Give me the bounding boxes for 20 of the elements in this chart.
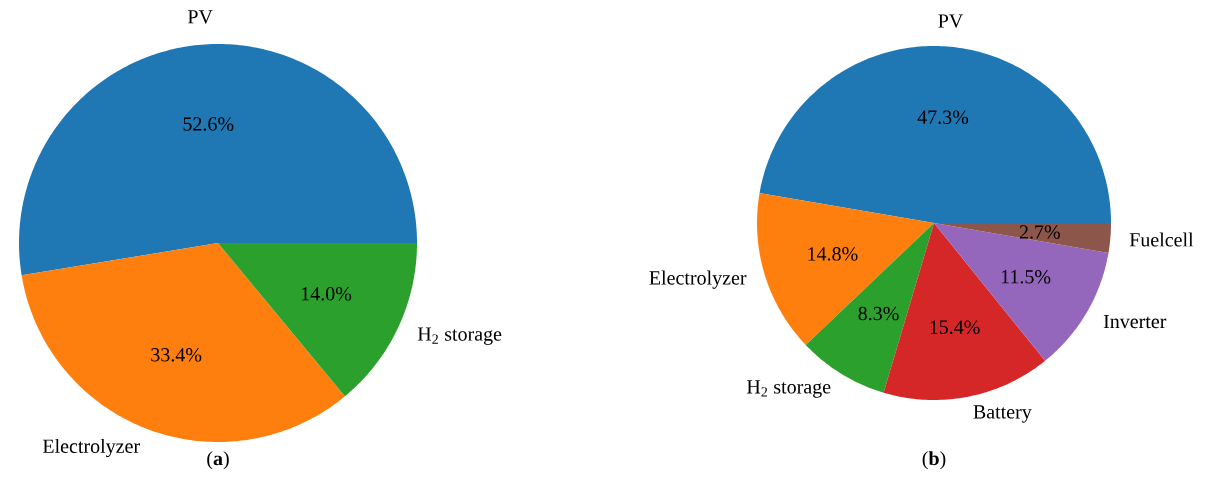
slice-label: Fuelcell (1129, 232, 1194, 247)
data-label: 14.0% (301, 287, 352, 301)
slice-label: PV (938, 14, 964, 28)
data-label: 33.4% (151, 348, 202, 362)
data-label: 8.3% (858, 306, 899, 321)
text: (a) (207, 451, 229, 470)
slice-label: PV (187, 10, 213, 24)
slice-label: H$_{2}$ storage (746, 380, 831, 398)
data-label: 52.6% (183, 117, 234, 131)
data-label: 2.7% (1019, 225, 1060, 239)
slice-label: Battery (973, 405, 1032, 423)
data-label: 11.5% (1001, 269, 1051, 284)
text: (b) (922, 451, 946, 470)
slice-label: H$_{2}$ storage (417, 327, 502, 345)
slice-label: Electrolyzer (42, 438, 140, 458)
data-label: 15.4% (930, 320, 980, 334)
data-label: 47.3% (917, 110, 969, 124)
data-label: 14.8% (808, 247, 858, 261)
slice-label: Inverter (1103, 314, 1167, 329)
slice-label: Electrolyzer (649, 270, 747, 289)
